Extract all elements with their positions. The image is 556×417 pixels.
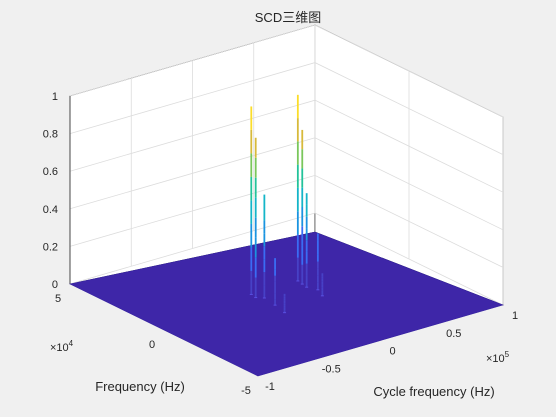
z-tick-label: 0 <box>52 279 58 291</box>
z-tick-label: 0.8 <box>43 129 58 141</box>
z-tick-label: 0.2 <box>43 241 58 253</box>
x-tick-label: 0 <box>389 346 395 358</box>
grid-lines <box>69 24 504 306</box>
spike-series <box>249 94 324 314</box>
x-tick-label: -1 <box>265 381 275 393</box>
y-tick-label: 0 <box>149 339 155 351</box>
y-exponent: ×104 <box>50 339 74 354</box>
tick-labels: 0 0.2 0.4 0.6 0.8 1 -1 -0.5 0 0.5 1 -5 0 5 <box>43 91 518 397</box>
x-tick-label: -0.5 <box>322 363 341 375</box>
x-exponent: ×105 <box>486 350 510 365</box>
x-tick-label: 1 <box>512 310 518 322</box>
x-exponent-power: 5 <box>505 350 510 359</box>
surface-floor <box>69 231 504 377</box>
y-exponent-power: 4 <box>69 339 74 348</box>
chart-title: SCD三维图 <box>255 10 321 25</box>
y-tick-label: 5 <box>55 293 61 305</box>
y-tick-label: -5 <box>241 385 251 397</box>
x-axis-label: Cycle frequency (Hz) <box>373 384 494 399</box>
y-axis-label: Frequency (Hz) <box>95 379 185 394</box>
x-tick-label: 0.5 <box>446 328 461 340</box>
z-tick-label: 1 <box>52 91 58 103</box>
z-tick-label: 0.6 <box>43 166 58 178</box>
z-tick-label: 0.4 <box>43 204 58 216</box>
surface-plane <box>69 231 504 377</box>
